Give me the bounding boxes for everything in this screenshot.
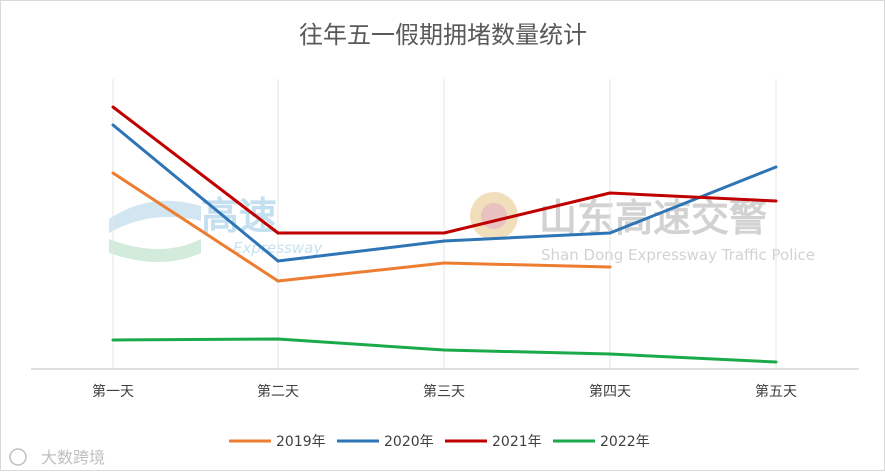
data-point xyxy=(111,123,115,127)
expressway-watermark: 高速 Expressway xyxy=(109,194,323,262)
data-point xyxy=(276,231,280,235)
expressway-logo-swoosh-icon xyxy=(109,239,201,262)
data-point xyxy=(608,231,612,235)
data-point xyxy=(111,338,115,342)
grid-lines xyxy=(112,79,777,369)
x-tick-label: 第三天 xyxy=(423,383,465,400)
x-tick-label: 第四天 xyxy=(589,383,631,400)
data-point xyxy=(608,265,612,269)
data-point xyxy=(774,360,778,364)
chart-title: 往年五一假期拥堵数量统计 xyxy=(299,21,587,49)
x-tick-label: 第五天 xyxy=(755,383,797,400)
police-badge-center-icon xyxy=(481,203,507,229)
series-lines xyxy=(111,105,778,364)
police-badge-icon xyxy=(470,192,518,240)
corner-logo-icon xyxy=(9,448,27,466)
data-point xyxy=(442,231,446,235)
data-point xyxy=(276,259,280,263)
data-point xyxy=(608,191,612,195)
legend-label: 2021年 xyxy=(492,434,542,450)
police-watermark-text: 山东高速交警 xyxy=(539,196,767,240)
legend-label: 2022年 xyxy=(600,434,650,450)
data-point xyxy=(111,171,115,175)
corner-watermark-text: 大数跨境 xyxy=(41,448,105,467)
data-point xyxy=(442,348,446,352)
x-tick-label: 第二天 xyxy=(257,383,299,400)
data-point xyxy=(442,239,446,243)
corner-watermark: 大数跨境 xyxy=(9,448,105,467)
expressway-logo-icon xyxy=(109,200,201,233)
legend-label: 2020年 xyxy=(384,434,434,450)
data-point xyxy=(774,199,778,203)
legend: 2019年 2020年 2021年 2022年 xyxy=(229,434,650,450)
data-point xyxy=(276,279,280,283)
data-point xyxy=(608,352,612,356)
data-point xyxy=(276,337,280,341)
series-line-1 xyxy=(112,171,611,283)
expressway-logo-text: 高速 xyxy=(201,194,277,238)
legend-label: 2019年 xyxy=(276,434,326,450)
x-axis-ticks: 第一天 第二天 第三天 第四天 第五天 xyxy=(92,383,797,400)
data-point xyxy=(111,105,115,109)
data-point xyxy=(774,165,778,169)
police-watermark-subtext: Shan Dong Expressway Traffic Police xyxy=(541,246,815,264)
x-tick-label: 第一天 xyxy=(92,383,134,400)
police-watermark: 山东高速交警 Shan Dong Expressway Traffic Poli… xyxy=(470,192,815,264)
data-point xyxy=(442,261,446,265)
